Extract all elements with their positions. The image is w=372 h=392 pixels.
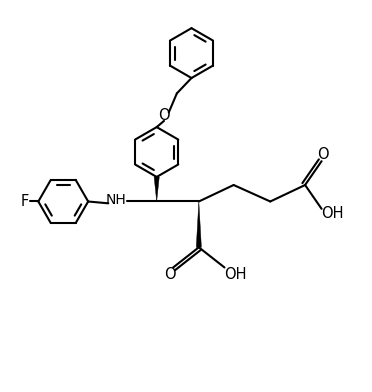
Text: OH: OH [224, 267, 247, 282]
Text: NH: NH [106, 192, 127, 207]
Text: O: O [317, 147, 328, 162]
Polygon shape [154, 177, 159, 201]
Text: O: O [164, 267, 175, 282]
Text: O: O [158, 108, 170, 123]
Text: F: F [20, 194, 29, 209]
Polygon shape [196, 201, 201, 247]
Text: OH: OH [321, 206, 344, 221]
